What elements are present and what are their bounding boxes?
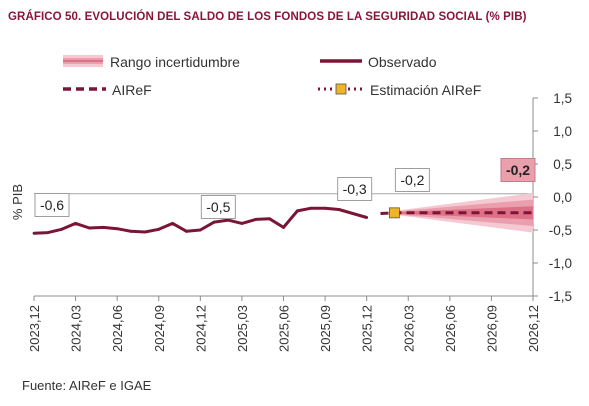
- legend-label-band: Rango incertidumbre: [110, 54, 240, 70]
- x-tick-label: 2026,09: [484, 305, 499, 352]
- annotation-callout: -0,2: [500, 158, 536, 182]
- plot-layer: 1,5 1,0 0,5 0,0 -0,5 -1,0 -1,5 2023,12 2024,03 20…: [27, 91, 572, 352]
- legend-item-airef: AIReF: [63, 82, 152, 98]
- annotation-callout: -0,2: [394, 168, 430, 192]
- legend-label-estimate: Estimación AIReF: [370, 82, 481, 98]
- chart-title: GRÁFICO 50. EVOLUCIÓN DEL SALDO DE LOS F…: [8, 11, 527, 23]
- annotation-label: -0,5: [206, 199, 230, 215]
- data-point-observado: [185, 229, 188, 233]
- x-tick-label: 2025,03: [235, 305, 250, 352]
- x-tick-label: 2024,06: [110, 305, 125, 352]
- legend-label-observed: Observado: [368, 54, 437, 70]
- y-tick-label: 1,0: [553, 124, 572, 139]
- data-point-observado: [254, 218, 258, 221]
- data-point-observado: [88, 226, 91, 230]
- legend-band-swatch-inner: [63, 60, 103, 62]
- x-tick-label: 2023,12: [27, 305, 42, 352]
- y-tick-label: -1,0: [549, 256, 572, 271]
- data-point-observado: [351, 212, 355, 215]
- data-point-observado: [115, 227, 119, 231]
- data-point-observado: [212, 220, 216, 224]
- legend-item-observed: Observado: [320, 54, 437, 70]
- legend-item-estimate: Estimación AIReF: [318, 82, 481, 98]
- data-point-observado: [101, 225, 105, 229]
- data-point-observado: [240, 222, 244, 225]
- y-tick-label: 1,5: [553, 91, 572, 106]
- data-point-observado: [46, 231, 50, 235]
- data-point-observado: [295, 209, 299, 213]
- data-point-observado: [323, 206, 327, 210]
- annotation-callout: -0,6: [34, 193, 70, 217]
- data-point-estimacion: [388, 207, 400, 219]
- y-tick-label: 0,5: [553, 157, 572, 172]
- source-note: Fuente: AIReF e IGAE: [22, 378, 152, 393]
- x-tick-label: 2024,12: [193, 305, 208, 352]
- legend-estimate-swatch-marker: [335, 83, 347, 95]
- x-tick-label: 2025,09: [318, 305, 333, 352]
- x-tick-label: 2024,03: [69, 305, 84, 352]
- data-point-observado: [337, 208, 341, 211]
- data-point-observado: [157, 227, 161, 231]
- annotation-box: [200, 195, 236, 219]
- legend-label-airef: AIReF: [112, 82, 152, 98]
- annotation-label: -0,2: [400, 172, 424, 188]
- data-point-observado: [365, 216, 369, 219]
- data-point-observado: [282, 225, 285, 229]
- x-tick-label: 2025,06: [277, 305, 292, 352]
- annotation-label: -0,6: [40, 197, 64, 213]
- annotation-box: [34, 193, 70, 217]
- x-tick-label: 2026,03: [401, 305, 416, 352]
- x-tick-label: 2024,09: [152, 305, 167, 352]
- annotation-box: [394, 168, 430, 192]
- x-tick-label: 2026,06: [443, 305, 458, 352]
- data-point-observado: [60, 227, 64, 231]
- data-point-observado: [226, 218, 230, 222]
- annotation-label: -0,3: [343, 181, 367, 197]
- data-point-observado: [171, 222, 175, 225]
- annotation-label: -0,2: [506, 162, 530, 178]
- y-tick-label: -0,5: [549, 223, 572, 238]
- legend: Rango incertidumbre Observado AIReF Esti…: [63, 54, 481, 98]
- y-axis-title: % PIB: [10, 184, 25, 220]
- annotation-callout: -0,3: [337, 177, 373, 201]
- x-tick-label: 2025,12: [360, 305, 375, 352]
- x-tick-label: 2026,12: [526, 305, 541, 352]
- y-tick-label: 0,0: [553, 190, 572, 205]
- data-point-observado: [129, 229, 133, 233]
- data-point-observado: [32, 231, 36, 235]
- y-tick-label: -1,5: [549, 289, 572, 304]
- data-point-observado: [309, 206, 313, 210]
- data-point-observado: [74, 222, 77, 225]
- data-point-observado: [198, 228, 202, 232]
- data-point-observado: [143, 230, 147, 234]
- annotation-box: [337, 177, 373, 201]
- annotation-callout: -0,5: [200, 195, 236, 219]
- annotation-box: [500, 158, 536, 182]
- data-point-observado: [268, 217, 272, 221]
- legend-item-band: Rango incertidumbre: [63, 54, 240, 70]
